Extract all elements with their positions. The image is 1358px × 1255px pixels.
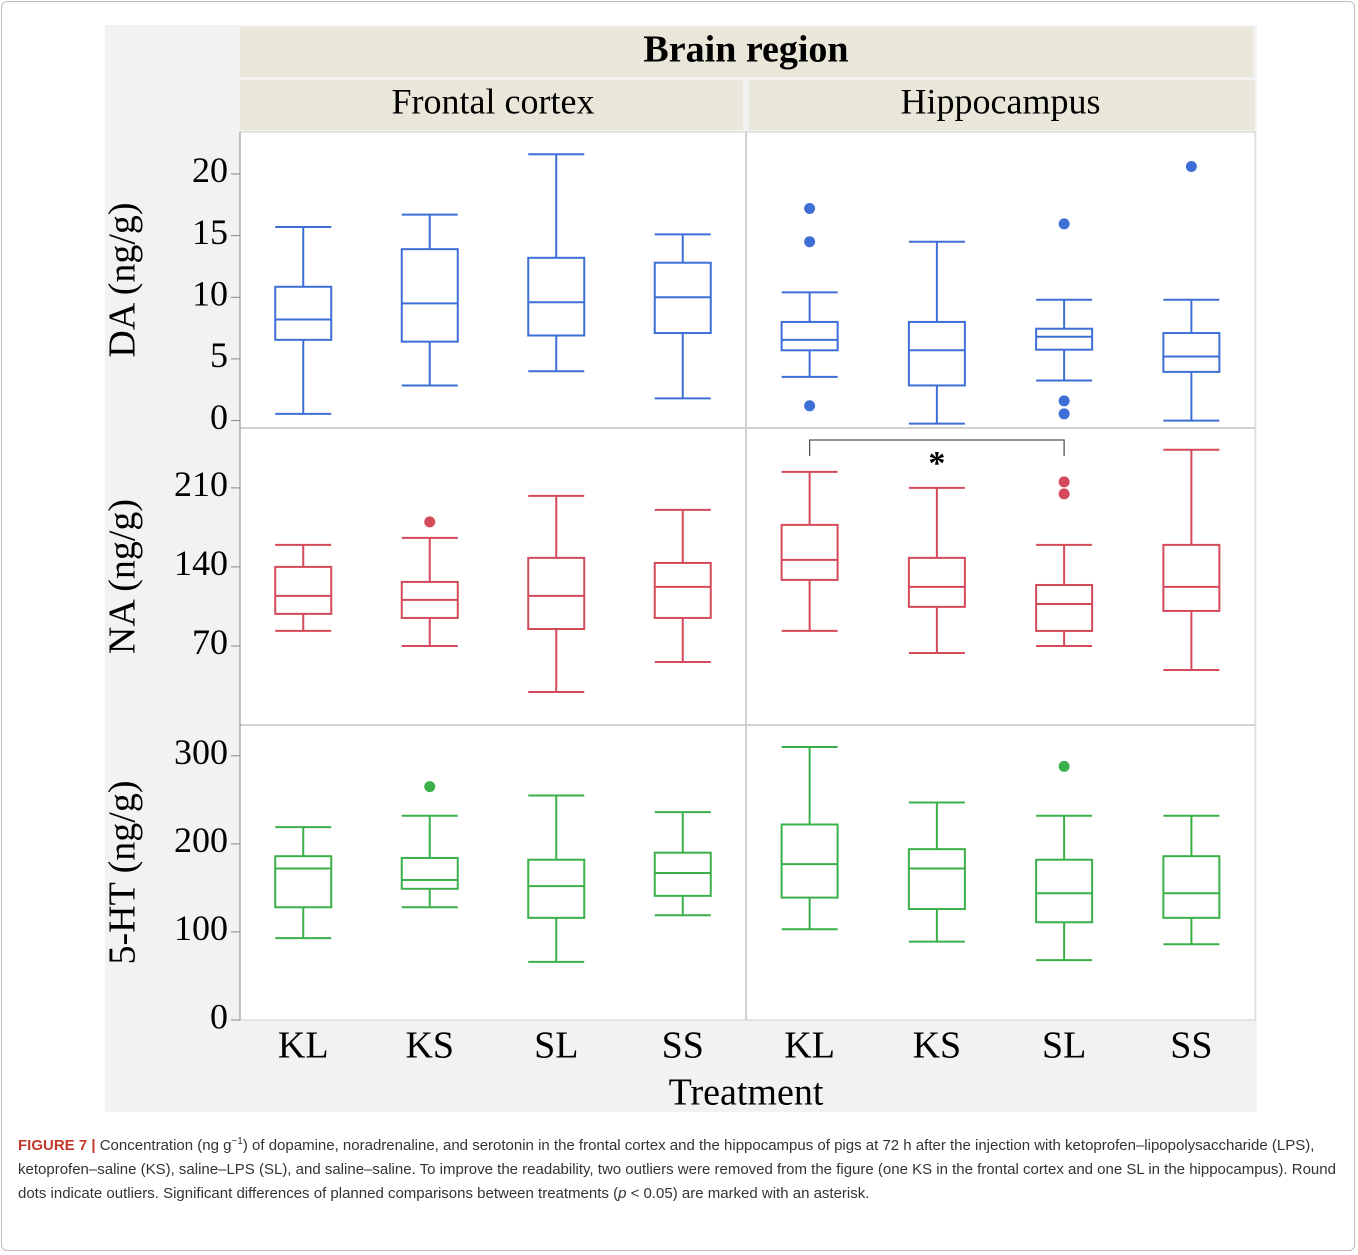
x-tick-label: SS	[662, 1025, 704, 1067]
box	[780, 523, 839, 581]
box	[907, 848, 966, 911]
box	[1035, 858, 1094, 924]
outlier	[1058, 395, 1070, 407]
box	[274, 285, 333, 341]
y-tick-label: 5	[210, 335, 228, 375]
box	[527, 556, 586, 631]
y-tick-label: 140	[174, 543, 228, 583]
caption: FIGURE 7 | Concentration (ng g−1) of dop…	[18, 1134, 1340, 1206]
x-tick-label: KL	[278, 1025, 329, 1067]
outlier	[1058, 408, 1070, 420]
box	[780, 320, 839, 352]
y-tick-label: 20	[192, 150, 228, 190]
box	[1162, 332, 1221, 373]
caption-label: FIGURE 7 |	[18, 1137, 96, 1154]
outlier	[424, 781, 436, 793]
y-tick-label: 70	[192, 622, 228, 662]
y-tick-label: 15	[192, 212, 228, 252]
box	[653, 851, 712, 897]
box	[1162, 543, 1221, 612]
box	[780, 823, 839, 899]
box	[907, 556, 966, 608]
chart-title: Brain region	[643, 29, 848, 71]
significance-label: *	[928, 445, 945, 482]
x-tick-label: SL	[1042, 1025, 1086, 1067]
box	[1035, 583, 1094, 632]
caption-italic: p	[618, 1185, 627, 1202]
y-axis-title: NA (ng/g)	[102, 499, 144, 654]
caption-text: < 0.05) are marked with an asterisk.	[626, 1185, 870, 1202]
box	[527, 858, 586, 919]
column-strip	[749, 80, 1255, 130]
box	[400, 248, 459, 343]
outlier	[1058, 760, 1070, 772]
box	[653, 561, 712, 619]
x-tick-label: KS	[913, 1025, 962, 1067]
y-tick-label: 200	[174, 820, 228, 860]
y-tick-label: 10	[192, 274, 228, 314]
y-axis-title: 5-HT (ng/g)	[102, 781, 144, 965]
outlier	[1058, 488, 1070, 500]
box	[907, 320, 966, 387]
box	[1162, 855, 1221, 919]
x-axis-title: Treatment	[669, 1072, 824, 1114]
box	[274, 565, 333, 615]
box	[400, 856, 459, 890]
x-tick-label: SL	[534, 1025, 578, 1067]
column-label: Hippocampus	[901, 81, 1101, 121]
x-tick-label: SS	[1170, 1025, 1212, 1067]
box	[527, 256, 586, 337]
y-tick-label: 210	[174, 464, 228, 504]
outlier	[1185, 161, 1197, 173]
plot-area	[239, 131, 1256, 1021]
column-label: Frontal cortex	[392, 81, 595, 121]
caption-text: ) of dopamine, noradrenaline, and seroto…	[18, 1137, 1336, 1202]
column-strip	[240, 80, 743, 130]
box	[274, 855, 333, 909]
x-tick-label: KL	[784, 1025, 835, 1067]
outlier	[804, 202, 816, 214]
y-tick-label: 300	[174, 732, 228, 772]
y-tick-label: 100	[174, 908, 228, 948]
caption-text: Concentration (ng g	[99, 1137, 232, 1154]
outlier	[804, 400, 816, 412]
outlier	[1058, 476, 1070, 488]
y-axis-title: DA (ng/g)	[102, 202, 144, 357]
box	[1035, 327, 1094, 351]
y-tick-label: 0	[210, 996, 228, 1036]
caption-superscript: −1	[231, 1136, 243, 1147]
outlier	[1058, 218, 1070, 230]
outlier	[804, 236, 816, 248]
title-strip	[240, 27, 1253, 77]
y-tick-label: 0	[210, 397, 228, 437]
x-tick-label: KS	[405, 1025, 454, 1067]
outlier	[424, 516, 436, 528]
chart: Brain region Treatment Frontal cortex Hip…	[102, 25, 1257, 1114]
significance-bracket	[808, 439, 1065, 456]
